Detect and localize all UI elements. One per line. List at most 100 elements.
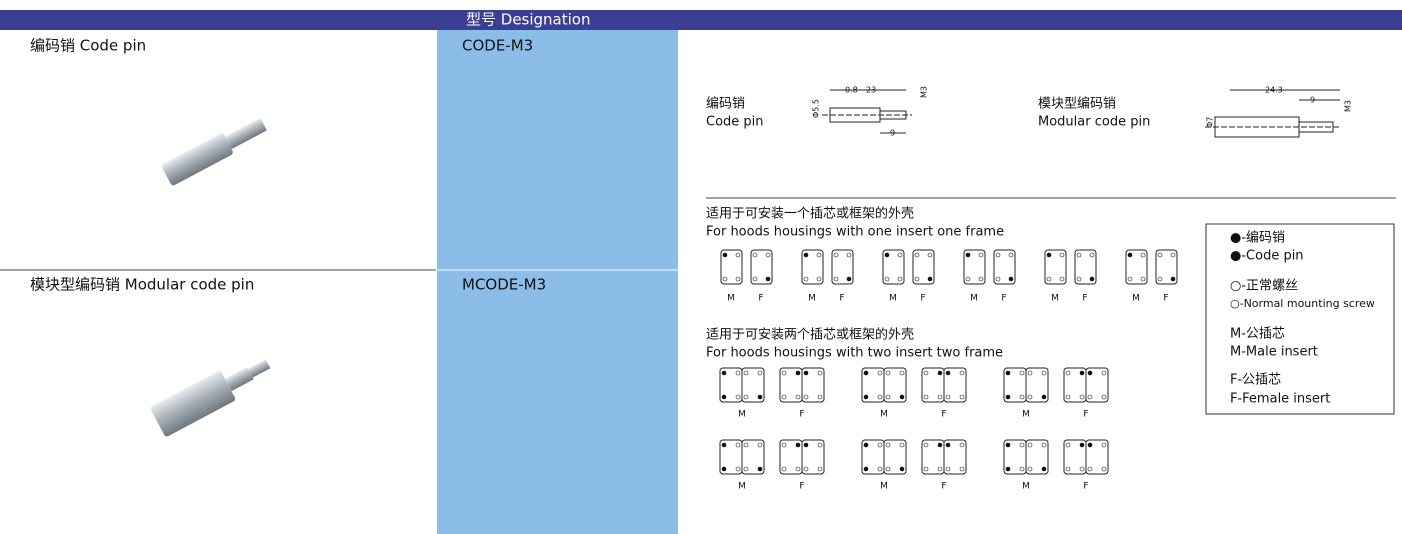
frame-label: M <box>880 482 888 492</box>
frame-label: F <box>1082 294 1087 304</box>
pin-dot <box>735 466 741 472</box>
pin-dot <box>795 394 801 400</box>
pin-dot <box>965 252 971 258</box>
pin-dot <box>1027 442 1033 448</box>
pin-dot <box>1041 442 1047 448</box>
frame <box>801 367 825 403</box>
frame <box>1085 367 1109 403</box>
pin-dot <box>995 252 1001 258</box>
pin-dot <box>1101 394 1107 400</box>
pin-dot <box>1065 466 1071 472</box>
pin-dot <box>863 442 869 448</box>
row-name: 编码销 Code pin <box>30 37 146 55</box>
pin-dot <box>1127 252 1133 258</box>
legend-item: ○-Normal mounting screw <box>1230 297 1375 310</box>
pin-dot <box>899 466 905 472</box>
row-designation: MCODE-M3 <box>462 276 546 294</box>
pin-photo <box>161 117 267 186</box>
pin-dot <box>817 394 823 400</box>
pin-dot <box>937 442 943 448</box>
pin-dot <box>877 370 883 376</box>
pin-dot <box>1046 276 1052 282</box>
pin-dot <box>1089 276 1095 282</box>
pin-dot <box>1157 252 1163 258</box>
pin-dot <box>937 370 943 376</box>
pin-dot <box>1087 466 1093 472</box>
frame-label: F <box>839 294 844 304</box>
pin-dot <box>1019 466 1025 472</box>
pin-dot <box>781 442 787 448</box>
row-designation: CODE-M3 <box>462 37 533 55</box>
pin-photo <box>150 359 271 437</box>
frame <box>741 367 765 403</box>
frame-label: F <box>1083 410 1088 420</box>
pin-dot <box>722 252 728 258</box>
pin-dot <box>803 442 809 448</box>
pin-dot <box>722 276 728 282</box>
pin-dot <box>803 466 809 472</box>
dimension: M3 <box>1344 100 1353 112</box>
code-pin-drawing <box>822 89 912 134</box>
frame-label: M <box>1022 482 1030 492</box>
pin-dot <box>721 442 727 448</box>
pin-dot <box>899 442 905 448</box>
pin-dot <box>743 442 749 448</box>
pin-dot <box>923 394 929 400</box>
pin-dot <box>978 276 984 282</box>
pin-dot <box>1005 394 1011 400</box>
dimension: Φ5.5 <box>812 99 821 118</box>
legend-item: M-公插芯 <box>1230 327 1285 342</box>
pin-dot <box>923 442 929 448</box>
frame <box>801 439 825 475</box>
pin-dot <box>927 252 933 258</box>
frame <box>912 249 935 285</box>
dimension: 9 <box>1310 96 1315 105</box>
pin-dot <box>877 466 883 472</box>
pin-dot <box>1041 466 1047 472</box>
pin-dot <box>923 466 929 472</box>
modular-pin-drawing <box>1205 89 1340 138</box>
legend-item: F-Female insert <box>1230 392 1330 407</box>
drawing-label: 编码销 <box>706 97 745 112</box>
pin-dot <box>1101 370 1107 376</box>
pin-dot <box>757 370 763 376</box>
diagrams: M F M F M F M F M F M F M F M F M F M F M F M F <box>719 249 1178 492</box>
pin-dot <box>1005 370 1011 376</box>
frame-label: F <box>941 410 946 420</box>
pin-dot <box>945 370 951 376</box>
pin-dot <box>897 276 903 282</box>
frame <box>1085 439 1109 475</box>
header-bar <box>0 10 1402 30</box>
legend-item: F-公插芯 <box>1230 373 1281 388</box>
frame-label: M <box>880 410 888 420</box>
pin-dot <box>1008 276 1014 282</box>
dimension: 24.3 <box>1265 86 1283 95</box>
row-name: 模块型编码销 Modular code pin <box>30 276 254 294</box>
frame-label: M <box>1132 294 1140 304</box>
pin-dot <box>995 276 1001 282</box>
frame-label: M <box>1051 294 1059 304</box>
pin-dot <box>1089 252 1095 258</box>
pin-dot <box>1005 442 1011 448</box>
pin-dot <box>735 370 741 376</box>
section-title: For hoods housings with two insert two f… <box>706 346 1003 361</box>
pin-dot <box>884 252 890 258</box>
pin-dot <box>757 442 763 448</box>
frame-label: F <box>1083 482 1088 492</box>
pin-dot <box>914 276 920 282</box>
frame <box>831 249 854 285</box>
pin-dot <box>937 394 943 400</box>
pin-dot <box>752 276 758 282</box>
frame <box>1155 249 1178 285</box>
pin-dot <box>863 466 869 472</box>
pin-dot <box>914 252 920 258</box>
pin-dot <box>937 466 943 472</box>
pin-dot <box>1059 252 1065 258</box>
frame-label: M <box>808 294 816 304</box>
pin-dot <box>978 252 984 258</box>
pin-dot <box>959 442 965 448</box>
pin-dot <box>816 252 822 258</box>
frame <box>741 439 765 475</box>
